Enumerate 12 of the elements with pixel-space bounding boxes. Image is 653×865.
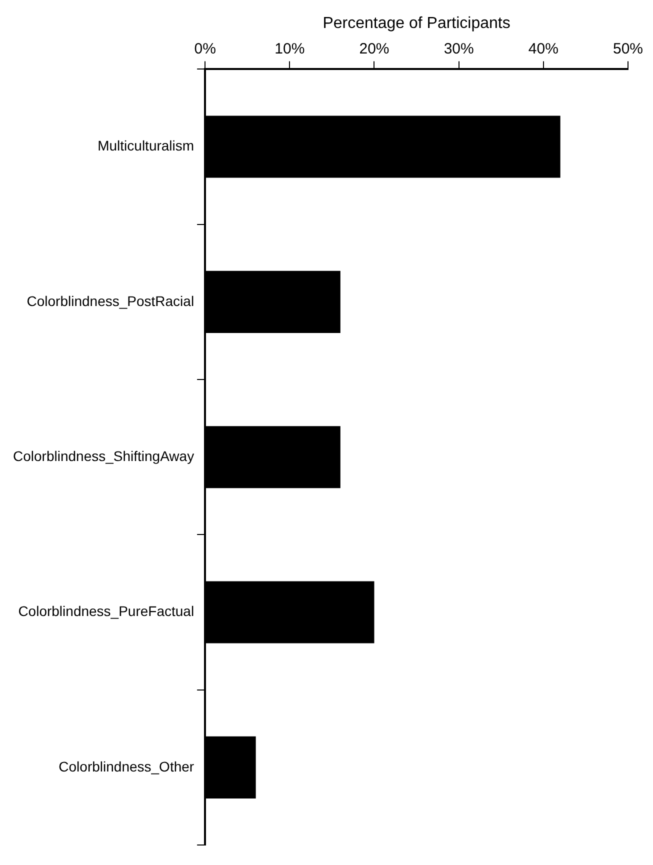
x-tick-label: 10% bbox=[274, 40, 305, 58]
x-tick-label: 50% bbox=[612, 40, 644, 58]
y-tick-label: Colorblindness_ShiftingAway bbox=[12, 448, 194, 464]
x-tick-label: 0% bbox=[194, 40, 216, 58]
y-tick-label: Colorblindness_Other bbox=[58, 758, 194, 774]
x-tick-label: 20% bbox=[359, 40, 390, 58]
y-tick-label: Multiculturalism bbox=[98, 138, 194, 154]
x-tick-label: 40% bbox=[528, 40, 558, 58]
x-axis-title: Percentage of Participants bbox=[322, 15, 510, 32]
y-tick-label: Colorblindness_PureFactual bbox=[18, 603, 194, 620]
y-tick-label: Colorblindness_PostRacial bbox=[26, 292, 194, 309]
x-tick-label: 30% bbox=[444, 40, 474, 58]
